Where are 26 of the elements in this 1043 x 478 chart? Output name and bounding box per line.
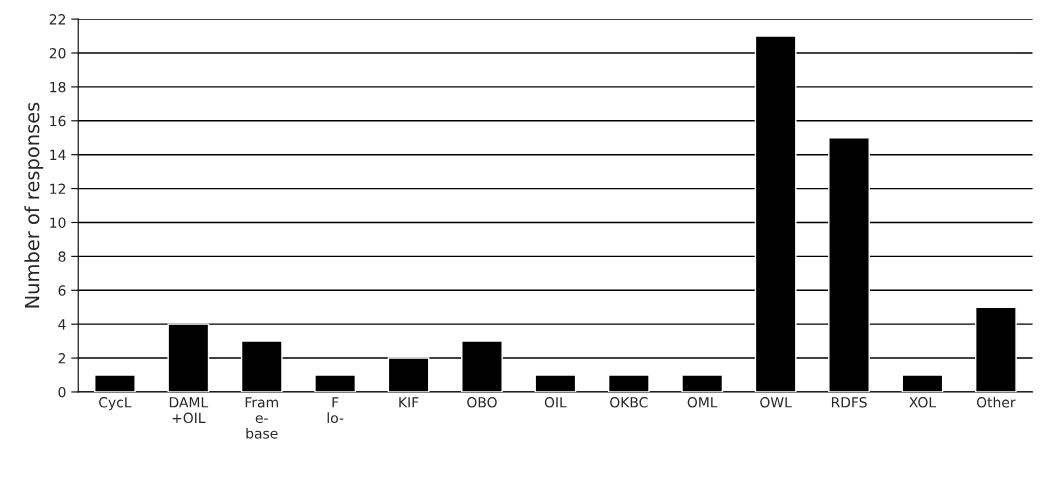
y-tick-label: 6 [58, 285, 66, 296]
y-tick-label: 22 [49, 14, 66, 25]
y-tick-label: 16 [50, 115, 66, 127]
x-tick-label: OWL [760, 397, 792, 408]
x-tick-label: OKBC [610, 397, 648, 408]
x-tick-label: RDFS [831, 397, 867, 408]
y-tick-label: 0 [58, 386, 66, 398]
x-tick-label: F lo- [327, 397, 344, 424]
x-tick-label: OBO [467, 397, 497, 408]
x-tick-label: Other [976, 396, 1016, 408]
y-tick-label: 2 [58, 353, 66, 364]
y-axis-title: Number of responses [24, 102, 44, 308]
y-tick-label: 14 [50, 149, 66, 160]
x-tick-label: Fram e- base [245, 397, 278, 439]
x-tick-label: CycL [99, 397, 132, 411]
x-tick-label: XOL [909, 397, 937, 408]
y-tick-label: 8 [58, 251, 66, 262]
y-tick-label: 10 [50, 217, 66, 228]
y-tick-label: 20 [49, 47, 66, 59]
y-tick-label: 18 [50, 81, 66, 93]
y-tick-label: 12 [50, 183, 66, 194]
x-tick-label: DAML +OIL [169, 397, 209, 424]
x-tick-label: OML [687, 397, 718, 408]
x-tick-label: KIF [399, 397, 419, 408]
x-tick-label: OIL [544, 397, 567, 408]
y-tick-label: 4 [58, 319, 66, 330]
